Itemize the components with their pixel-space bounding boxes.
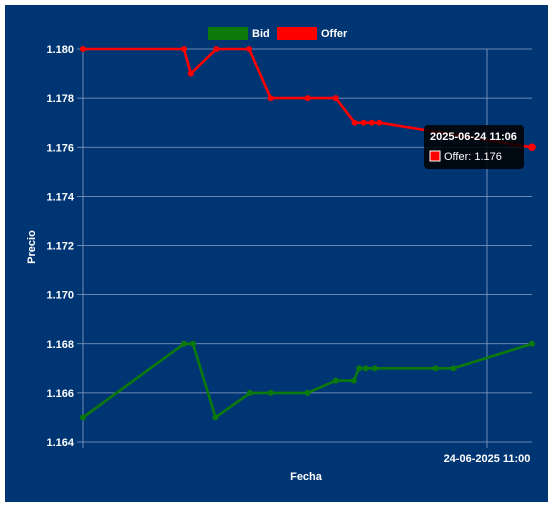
data-point-bid[interactable] — [80, 414, 86, 421]
data-point-bid[interactable] — [356, 365, 363, 372]
data-point-offer[interactable] — [360, 119, 367, 126]
data-point-bid[interactable] — [181, 340, 188, 347]
price-line-chart[interactable]: 1.180 1.178 1.176 1.174 1.172 1.170 1.168 1.166… — [5, 5, 548, 502]
data-point-bid[interactable] — [247, 389, 254, 396]
data-point-offer[interactable] — [181, 46, 188, 52]
data-point-offer[interactable] — [213, 46, 220, 52]
y-tick-label: 1.166 — [46, 388, 74, 400]
data-point-bid[interactable] — [350, 377, 357, 384]
data-point-bid[interactable] — [212, 414, 219, 421]
y-tick-label: 1.178 — [46, 93, 74, 105]
y-tick-label: 1.172 — [46, 241, 74, 253]
legend-swatch-offer[interactable] — [277, 27, 317, 40]
tooltip-value: Offer: 1.176 — [444, 151, 502, 163]
data-point-offer[interactable] — [368, 119, 375, 126]
data-point-bid[interactable] — [304, 389, 311, 396]
chart-panel: 1.180 1.178 1.176 1.174 1.172 1.170 1.168 1.166… — [5, 5, 548, 502]
tooltip-box — [424, 125, 524, 169]
legend-label-bid: Bid — [252, 28, 270, 40]
y-axis-title: Precio — [26, 230, 38, 264]
y-tick-label: 1.176 — [46, 142, 74, 154]
x-axis-title: Fecha — [290, 471, 323, 483]
series-line-bid — [82, 342, 533, 419]
data-point-offer[interactable] — [304, 95, 311, 102]
data-point-bid[interactable] — [332, 377, 339, 384]
data-point-bid[interactable] — [432, 365, 439, 372]
tooltip-title: 2025-06-24 11:06 — [430, 131, 517, 143]
data-point-bid[interactable] — [450, 365, 457, 372]
y-tick-label: 1.180 — [46, 44, 74, 56]
y-tick-label: 1.174 — [46, 191, 74, 203]
legend-swatch-bid[interactable] — [208, 27, 248, 40]
data-point-offer[interactable] — [267, 95, 274, 102]
data-point-offer[interactable] — [528, 143, 536, 152]
y-tick-label: 1.170 — [46, 290, 74, 302]
data-point-offer[interactable] — [376, 119, 383, 126]
tooltip-swatch — [429, 150, 441, 162]
data-point-offer[interactable] — [80, 46, 86, 52]
data-point-bid[interactable] — [371, 365, 378, 372]
data-point-offer[interactable] — [187, 70, 194, 77]
x-tick-label: 24-06-2025 11:00 — [444, 453, 531, 465]
data-point-bid[interactable] — [362, 365, 369, 372]
data-point-offer[interactable] — [351, 119, 358, 126]
y-tick-label: 1.168 — [46, 339, 74, 351]
legend-label-offer: Offer — [321, 28, 348, 40]
data-point-offer[interactable] — [246, 46, 253, 52]
data-point-bid[interactable] — [190, 340, 197, 347]
data-point-bid[interactable] — [267, 389, 274, 396]
data-point-bid[interactable] — [529, 340, 535, 347]
y-tick-label: 1.164 — [46, 437, 74, 449]
data-point-offer[interactable] — [332, 95, 339, 102]
